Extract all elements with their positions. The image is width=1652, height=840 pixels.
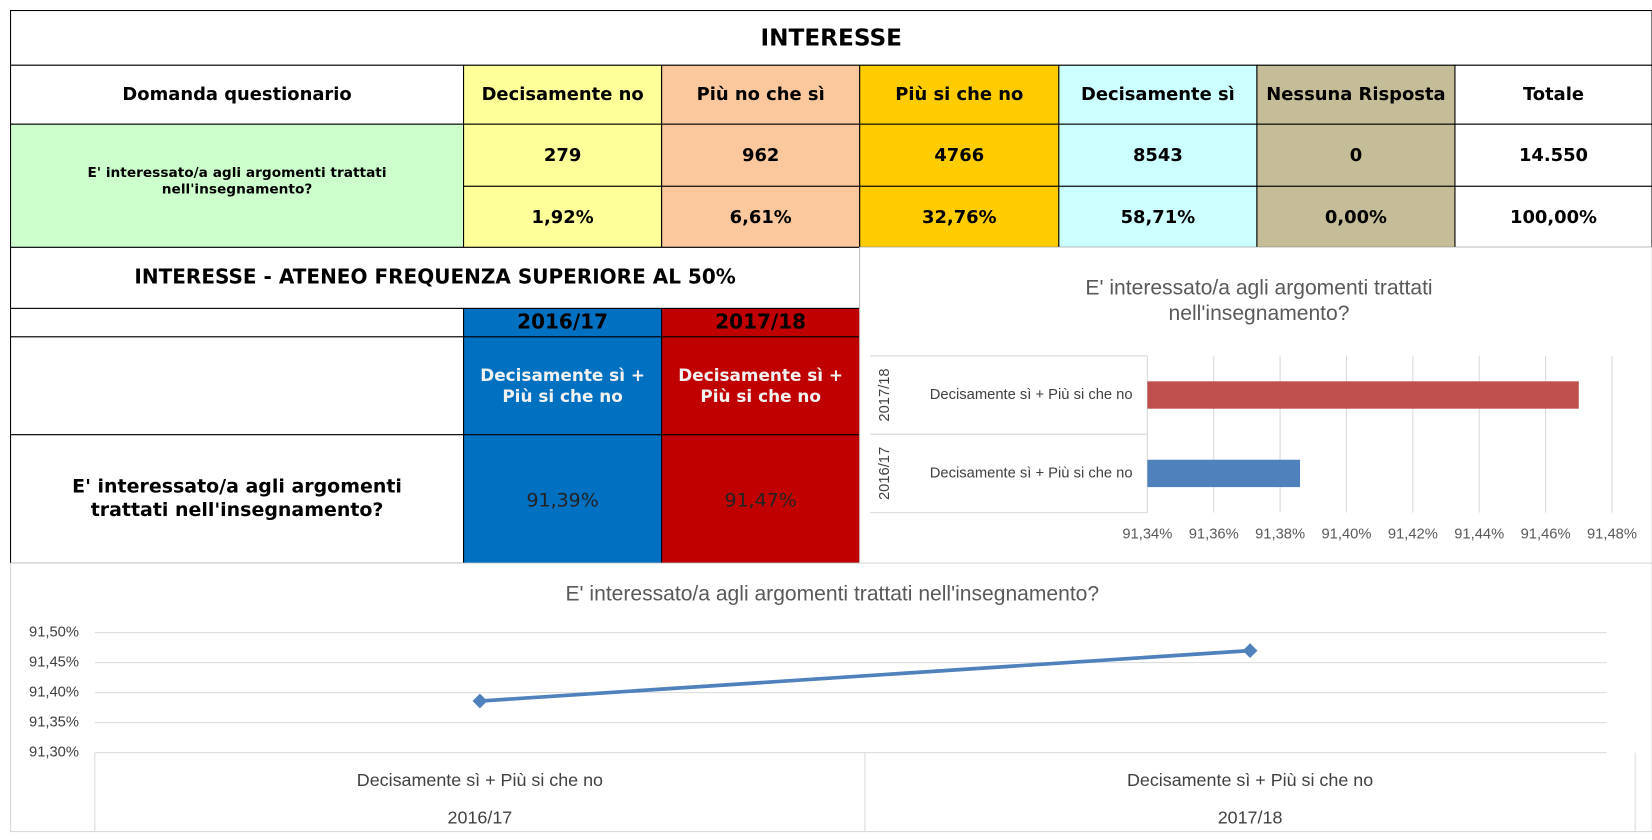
cell-text: 0 [1350, 145, 1362, 166]
bar [1147, 459, 1301, 488]
cell-text: 14.550 [1519, 145, 1588, 166]
cell-text: 0,00% [1325, 207, 1387, 228]
cell-text: Decisamente sì + Più si che no [480, 365, 645, 406]
cell [661, 185, 861, 248]
cell [1454, 185, 1652, 248]
cell-text: 2017/18 [715, 310, 806, 334]
category-label: Decisamente sì + Più si che no [1127, 770, 1373, 790]
cell-text: 100,00% [1510, 207, 1597, 228]
cell [10, 246, 861, 309]
cell [1256, 185, 1456, 248]
cell [1256, 123, 1456, 187]
cell-text-box: Domanda questionario [122, 83, 352, 106]
cell-text: 2016/17 [517, 310, 608, 334]
group-label: 2017/18 [877, 368, 893, 421]
cell [661, 307, 861, 338]
y-tick-label: 91,30% [29, 745, 79, 761]
y-tick-label: 91,40% [29, 685, 79, 701]
cell-text-box: Nessuna Risposta [1266, 83, 1446, 106]
x-tick-label: 91,48% [1587, 527, 1637, 543]
cell-text: E' interessato/a agli argomenti trattati… [87, 165, 387, 198]
cell-text: E' interessato/a agli argomenti trattati… [1085, 276, 1433, 326]
group-label: 2017/18 [1218, 808, 1283, 828]
cell-text-box: Più si che no [895, 83, 1024, 106]
marker [1242, 643, 1258, 658]
cell-text-box: E' interessato/a agli argomenti trattati… [1085, 276, 1433, 326]
cell-text: 1,92% [532, 207, 594, 228]
cell-text: Nessuna Risposta [1266, 83, 1446, 106]
cell [661, 64, 861, 125]
cell-text-box: Decisamente no [481, 83, 644, 106]
cell [1058, 123, 1258, 187]
cell [463, 123, 663, 187]
y-tick-label: 91,35% [29, 715, 79, 731]
cell-text-box: E' interessato/a agli argomenti trattati… [72, 476, 402, 522]
cell-text: 32,76% [922, 207, 997, 228]
cell-text: Decisamente sì + Più si che no [678, 365, 844, 406]
cell-text-box: Totale [1522, 83, 1585, 106]
cell-text: 6,61% [730, 207, 792, 228]
cell-text: Più si che no [895, 83, 1024, 106]
y-tick-label: 91,50% [29, 625, 79, 641]
cell-text-box: E' interessato/a agli argomenti trattati… [87, 165, 387, 198]
cell-text: INTERESSE [761, 25, 902, 51]
x-tick-label: 91,42% [1388, 527, 1438, 543]
cell [1058, 64, 1258, 125]
cell-text-box: Decisamente sì [1080, 83, 1235, 106]
cell [10, 123, 465, 248]
cell-text: Domanda questionario [122, 83, 352, 106]
cell-text: Decisamente sì [1080, 83, 1235, 106]
cell-text: E' interessato/a agli argomenti trattati… [72, 476, 402, 522]
category-label: Decisamente sì + Più si che no [930, 387, 1133, 403]
group-label: 2016/17 [877, 447, 893, 500]
cell-text: Più no che sì [696, 83, 825, 106]
x-tick-label: 91,38% [1255, 527, 1305, 543]
cell [10, 10, 1652, 66]
cell-text: 4766 [934, 145, 984, 166]
cell-text: 279 [544, 145, 581, 166]
cell-text: 58,71% [1121, 207, 1196, 228]
cell-text: 8543 [1133, 145, 1183, 166]
cell-text: INTERESSE - ATENEO FREQUENZA SUPERIORE A… [134, 264, 735, 288]
marker [472, 693, 488, 709]
cell-text-box: Più no che sì [696, 83, 825, 106]
chart-title: E' interessato/a agli argomenti trattati… [566, 582, 1100, 605]
cell [1454, 64, 1652, 125]
cell [10, 64, 465, 125]
cell-text-box: Decisamente sì + Più si che no [678, 365, 844, 406]
x-tick-label: 91,36% [1189, 527, 1239, 543]
cell [661, 336, 861, 436]
group-label: 2016/17 [448, 808, 513, 828]
cell [10, 434, 465, 564]
line [479, 648, 1251, 703]
cell [10, 307, 465, 338]
category-label: Decisamente sì + Più si che no [930, 465, 1133, 481]
cell [1256, 64, 1456, 125]
cell [859, 64, 1060, 125]
x-tick-label: 91,40% [1321, 527, 1371, 543]
cell [10, 562, 1652, 833]
cell [463, 307, 663, 338]
cell [1454, 123, 1652, 187]
cell [1058, 185, 1258, 248]
cell [463, 336, 663, 436]
x-tick-label: 91,46% [1521, 527, 1571, 543]
category-label: Decisamente sì + Più si che no [357, 770, 603, 790]
bar [1147, 381, 1579, 409]
cell-text: 962 [742, 145, 779, 166]
x-tick-label: 91,34% [1122, 527, 1172, 543]
cell-text: Totale [1522, 83, 1585, 106]
x-tick-label: 91,44% [1454, 527, 1504, 543]
y-tick-label: 91,45% [29, 655, 79, 671]
cell-text: Decisamente no [481, 83, 644, 106]
cell-text: 91,47% [725, 490, 797, 512]
cell-text: 91,39% [526, 490, 598, 512]
cell-text-box: Decisamente sì + Più si che no [480, 365, 645, 406]
cell [10, 336, 465, 436]
